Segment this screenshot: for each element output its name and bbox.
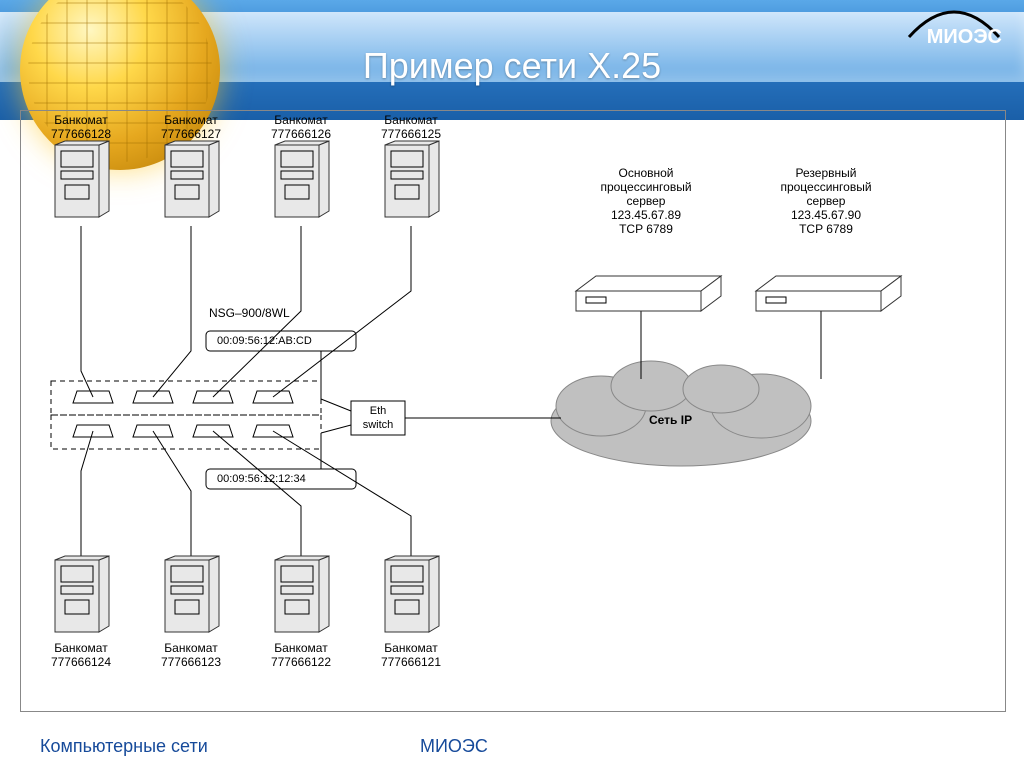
atm-id: 777666127 bbox=[151, 127, 231, 141]
atm-label: Банкомат bbox=[41, 113, 121, 127]
server-backup-icon bbox=[756, 276, 901, 311]
atm-icon bbox=[51, 141, 111, 221]
atm-label: Банкомат bbox=[261, 113, 341, 127]
atm-id: 777666123 bbox=[151, 655, 231, 669]
atm-id: 777666126 bbox=[261, 127, 341, 141]
atm-icon bbox=[51, 556, 111, 636]
atm-device: Банкомат 777666127 bbox=[161, 113, 221, 226]
atm-device: Банкомат777666124 bbox=[51, 556, 111, 669]
atm-icon bbox=[271, 556, 331, 636]
atm-device: Банкомат 777666128 bbox=[51, 113, 111, 226]
atm-icon bbox=[271, 141, 331, 221]
atm-label: Банкомат bbox=[41, 641, 121, 655]
atm-device: Банкомат 777666126 bbox=[271, 113, 331, 226]
mac1-label: 00:09:56:12:AB:CD bbox=[217, 334, 312, 348]
server-ip: 123.45.67.90 bbox=[751, 208, 901, 222]
atm-icon bbox=[381, 556, 441, 636]
atm-label: Банкомат bbox=[151, 113, 231, 127]
eth-switch-label: Eth switch bbox=[358, 404, 398, 432]
atm-device: Банкомат777666123 bbox=[161, 556, 221, 669]
mac2-label: 00:09:56:12:12:34 bbox=[217, 472, 306, 486]
atm-label: Банкомат bbox=[371, 641, 451, 655]
server-label-block: Резервный процессинговый сервер 123.45.6… bbox=[751, 166, 901, 236]
atm-device: Банкомат 777666125 bbox=[381, 113, 441, 226]
server-label-block: Основной процессинговый сервер 123.45.67… bbox=[571, 166, 721, 236]
server-tcp: TCP 6789 bbox=[751, 222, 901, 236]
network-diagram: NSG–900/8WL 00:09:56:12:AB:CD 00:09:56:1… bbox=[20, 110, 1006, 712]
atm-device: Банкомат777666122 bbox=[271, 556, 331, 669]
cloud-label: Сеть IP bbox=[649, 413, 692, 427]
slide-header: МИОЭС Пример сети X.25 bbox=[0, 0, 1024, 120]
atm-label: Банкомат bbox=[261, 641, 341, 655]
server-ip: 123.45.67.89 bbox=[571, 208, 721, 222]
atm-label: Банкомат bbox=[151, 641, 231, 655]
atm-id: 777666122 bbox=[261, 655, 341, 669]
atm-icon bbox=[161, 141, 221, 221]
slide-title: Пример сети X.25 bbox=[0, 45, 1024, 87]
footer-mid: МИОЭС bbox=[420, 736, 488, 757]
server-tcp: TCP 6789 bbox=[571, 222, 721, 236]
atm-id: 777666121 bbox=[371, 655, 451, 669]
server-primary-icon bbox=[576, 276, 721, 311]
server-title: Резервный процессинговый сервер bbox=[751, 166, 901, 208]
atm-label: Банкомат bbox=[371, 113, 451, 127]
atm-id: 777666124 bbox=[41, 655, 121, 669]
atm-icon bbox=[161, 556, 221, 636]
atm-icon bbox=[381, 141, 441, 221]
router-label: NSG–900/8WL bbox=[209, 306, 290, 320]
atm-id: 777666128 bbox=[41, 127, 121, 141]
server-title: Основной процессинговый сервер bbox=[571, 166, 721, 208]
atm-id: 777666125 bbox=[371, 127, 451, 141]
atm-device: Банкомат777666121 bbox=[381, 556, 441, 669]
footer-left: Компьютерные сети bbox=[40, 736, 208, 757]
